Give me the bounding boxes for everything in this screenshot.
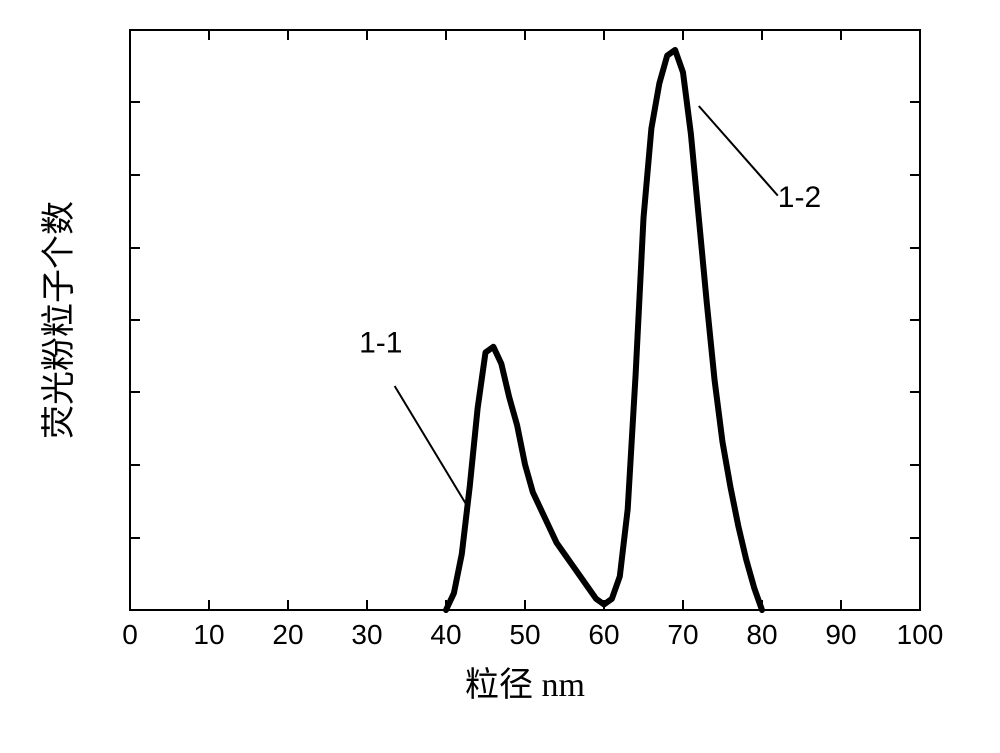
x-tick-label: 0 bbox=[122, 619, 138, 650]
x-tick-label: 30 bbox=[351, 619, 382, 650]
particle-size-distribution-chart: 0 10 20 30 40 50 60 70 80 90 100 1-1 1-2 粒径 nm 荧光粉粒… bbox=[0, 0, 1000, 753]
distribution-curve bbox=[446, 50, 762, 610]
annotation-label-1-2: 1-2 bbox=[778, 181, 821, 214]
plot-area: 0 10 20 30 40 50 60 70 80 90 100 1-1 1-2 bbox=[122, 30, 943, 650]
x-tick-label: 90 bbox=[825, 619, 856, 650]
annotation-leader-1-1 bbox=[395, 386, 466, 504]
x-tick-label: 10 bbox=[193, 619, 224, 650]
x-tick-label: 20 bbox=[272, 619, 303, 650]
annotation-label-1-1: 1-1 bbox=[359, 326, 402, 359]
x-tick-label: 70 bbox=[667, 619, 698, 650]
x-axis-ticks bbox=[130, 30, 920, 610]
x-tick-label: 50 bbox=[509, 619, 540, 650]
x-tick-label: 100 bbox=[897, 619, 944, 650]
annotation-leader-1-2 bbox=[699, 106, 778, 196]
y-axis-title: 荧光粉粒子个数 bbox=[40, 201, 78, 439]
y-axis-ticks bbox=[130, 30, 920, 610]
x-tick-label: 80 bbox=[746, 619, 777, 650]
x-tick-label: 60 bbox=[588, 619, 619, 650]
plot-frame bbox=[130, 30, 920, 610]
annotations: 1-1 1-2 bbox=[359, 106, 821, 504]
x-axis-tick-labels: 0 10 20 30 40 50 60 70 80 90 100 bbox=[122, 619, 943, 650]
x-tick-label: 40 bbox=[430, 619, 461, 650]
x-axis-title: 粒径 nm bbox=[465, 666, 585, 704]
